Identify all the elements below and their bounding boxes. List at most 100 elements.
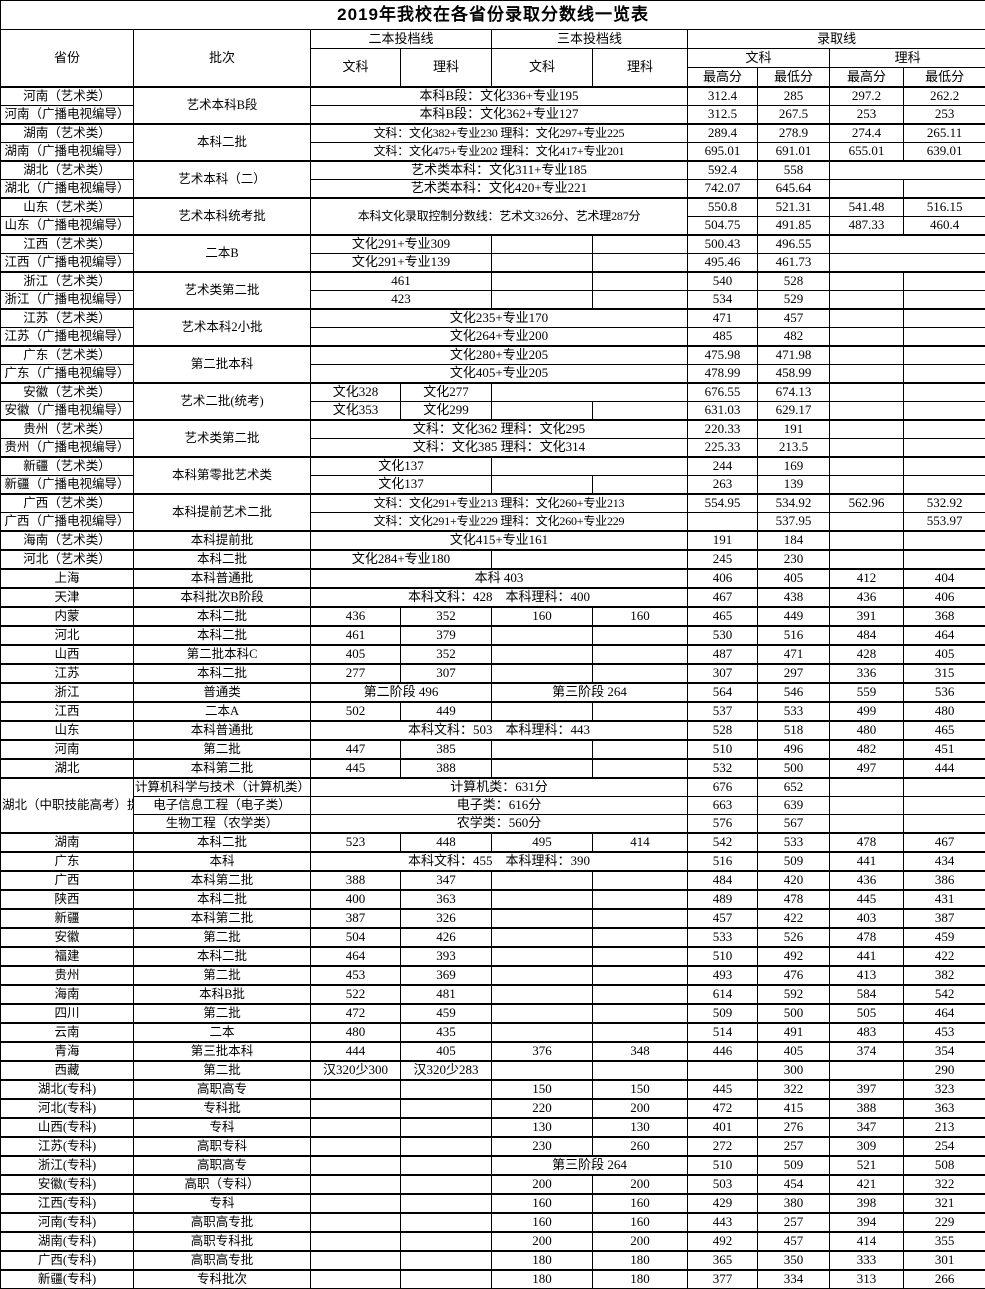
table-cell: 青海 bbox=[1, 1042, 134, 1061]
table-cell: 贵州（广播电视编导） bbox=[1, 439, 134, 458]
table-cell bbox=[311, 1251, 401, 1270]
table-cell: 377 bbox=[688, 1270, 758, 1289]
table-cell: 472 bbox=[688, 1099, 758, 1118]
table-cell: 本科B段：文化362+专业127 bbox=[311, 106, 688, 125]
table-cell bbox=[593, 1023, 688, 1042]
table-cell bbox=[492, 291, 593, 310]
table-cell bbox=[492, 626, 593, 645]
table-cell: 本科文科：428 本科理科：400 bbox=[311, 588, 688, 607]
table-cell: 447 bbox=[311, 740, 401, 759]
table-cell: 405 bbox=[758, 1042, 830, 1061]
table-cell: 485 bbox=[688, 328, 758, 347]
table-cell bbox=[593, 740, 688, 759]
table-cell: 文科：文化291+专业213 理科：文化260+专业213 bbox=[311, 494, 688, 513]
table-cell: 584 bbox=[830, 985, 904, 1004]
table-cell bbox=[492, 759, 593, 778]
table-cell bbox=[401, 1194, 492, 1213]
table-cell: 257 bbox=[758, 1137, 830, 1156]
table-cell: 422 bbox=[904, 947, 985, 966]
table-cell: 160 bbox=[593, 1213, 688, 1232]
table-cell bbox=[904, 346, 985, 365]
table-cell: 518 bbox=[758, 721, 830, 740]
table-cell: 本科二批 bbox=[134, 833, 311, 852]
table-cell: 496.55 bbox=[758, 235, 830, 254]
table-cell: 503 bbox=[688, 1175, 758, 1194]
table-cell: 404 bbox=[904, 569, 985, 588]
table-cell: 464 bbox=[904, 626, 985, 645]
table-cell: 第二批 bbox=[134, 740, 311, 759]
table-cell: 639.01 bbox=[904, 143, 985, 162]
table-cell: 523 bbox=[311, 833, 401, 852]
table-cell bbox=[401, 1213, 492, 1232]
table-cell: 387 bbox=[904, 909, 985, 928]
table-cell: 广东（广播电视编导） bbox=[1, 365, 134, 384]
table-cell: 509 bbox=[758, 1156, 830, 1175]
table-cell bbox=[593, 476, 688, 495]
table-cell: 522 bbox=[311, 985, 401, 1004]
table-cell: 第三批本科 bbox=[134, 1042, 311, 1061]
table-cell: 645.64 bbox=[758, 180, 830, 199]
table-cell: 130 bbox=[593, 1118, 688, 1137]
table-cell: 393 bbox=[401, 947, 492, 966]
table-cell: 艺术二批(统考) bbox=[134, 383, 311, 420]
table-cell: 244 bbox=[688, 457, 758, 476]
table-cell: 423 bbox=[311, 291, 492, 310]
table-cell: 639 bbox=[758, 797, 830, 815]
table-cell bbox=[311, 1156, 401, 1175]
table-cell: 湖北（广播电视编导） bbox=[1, 180, 134, 199]
table-cell: 西藏 bbox=[1, 1061, 134, 1080]
table-cell: 二本A bbox=[134, 702, 311, 721]
table-cell: 内蒙 bbox=[1, 607, 134, 626]
table-cell bbox=[492, 928, 593, 947]
table-cell: 169 bbox=[758, 457, 830, 476]
table-cell: 本科文化录取控制分数线：艺术文326分、艺术理287分 bbox=[311, 198, 688, 235]
table-cell: 260 bbox=[593, 1137, 688, 1156]
table-cell: 河北（艺术类） bbox=[1, 550, 134, 569]
table-cell: 海南 bbox=[1, 985, 134, 1004]
table-cell: 363 bbox=[401, 890, 492, 909]
table-cell: 天津 bbox=[1, 588, 134, 607]
table-cell: 本科第零批艺术类 bbox=[134, 457, 311, 494]
table-cell: 江西（艺术类） bbox=[1, 235, 134, 254]
table-cell: 336 bbox=[830, 664, 904, 683]
table-cell: 567 bbox=[758, 815, 830, 834]
table-cell: 本科普通批 bbox=[134, 569, 311, 588]
table-cell: 湖北 bbox=[1, 759, 134, 778]
table-cell: 电子信息工程（电子类） bbox=[134, 797, 311, 815]
table-cell bbox=[492, 966, 593, 985]
table-cell: 480 bbox=[311, 1023, 401, 1042]
table-cell: 266 bbox=[904, 1270, 985, 1289]
table-cell: 山西 bbox=[1, 645, 134, 664]
header-row-1: 省份 批次 二本投档线 三本投档线 录取线 bbox=[1, 30, 985, 49]
table-cell: 516 bbox=[758, 626, 830, 645]
table-cell: 本科文科：503 本科理科：443 bbox=[311, 721, 688, 740]
table-cell: 420 bbox=[758, 871, 830, 890]
table-cell: 459 bbox=[904, 928, 985, 947]
table-cell: 322 bbox=[904, 1175, 985, 1194]
table-cell: 第三阶段 264 bbox=[492, 683, 688, 702]
table-cell: 本科B段：文化336+专业195 bbox=[311, 87, 688, 106]
table-cell: 本科二批 bbox=[134, 947, 311, 966]
table-cell: 322 bbox=[758, 1080, 830, 1099]
table-cell: 第二批 bbox=[134, 1004, 311, 1023]
table-row: 湖南（艺术类）本科二批文科：文化382+专业230 理科：文化297+专业225… bbox=[1, 124, 985, 143]
table-cell: 312.4 bbox=[688, 87, 758, 106]
table-cell: 558 bbox=[758, 161, 830, 180]
table-cell: 426 bbox=[401, 928, 492, 947]
table-cell: 150 bbox=[492, 1080, 593, 1099]
table-cell: 江苏（广播电视编导） bbox=[1, 328, 134, 347]
col-header-sanben-line: 三本投档线 bbox=[492, 30, 688, 49]
table-cell bbox=[830, 476, 904, 495]
table-cell bbox=[492, 1004, 593, 1023]
title-row: 2019年我校在各省份录取分数线一览表 bbox=[1, 1, 985, 30]
table-cell: 471 bbox=[758, 645, 830, 664]
table-row: 广西（艺术类）本科提前艺术二批文科：文化291+专业213 理科：文化260+专… bbox=[1, 494, 985, 513]
